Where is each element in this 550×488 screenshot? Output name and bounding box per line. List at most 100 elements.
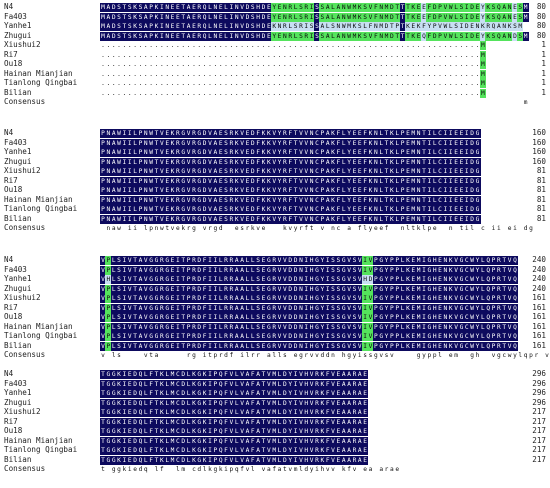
residue: K: [506, 22, 513, 31]
residue: S: [249, 12, 256, 22]
residue: I: [324, 265, 331, 275]
residue: L: [292, 12, 299, 22]
residue: R: [223, 294, 230, 303]
consensus-residue: r: [186, 225, 191, 232]
residue: E: [410, 284, 417, 294]
residue: V: [207, 214, 213, 224]
residue: F: [362, 129, 369, 138]
residue: .: [379, 61, 384, 68]
residue: .: [283, 42, 287, 49]
residue: L: [249, 275, 256, 284]
residue: S: [330, 332, 337, 341]
residue: D: [292, 341, 299, 351]
residue: V: [276, 265, 283, 275]
residue: E: [410, 341, 417, 351]
residue: V: [185, 186, 192, 195]
residue: V: [239, 446, 246, 455]
residue: .: [170, 89, 175, 97]
residue: T: [292, 157, 299, 167]
residue: I: [121, 167, 128, 176]
residue: E: [260, 341, 267, 351]
residue: E: [335, 398, 342, 408]
residue: I: [442, 148, 449, 157]
residue: G: [180, 157, 187, 167]
residue: E: [356, 214, 363, 224]
residue: K: [265, 138, 272, 148]
sequence-name: Fa403: [4, 11, 27, 21]
residue: P: [212, 408, 219, 417]
residue: S: [255, 256, 262, 265]
residue: I: [442, 176, 449, 186]
residue: .: [218, 89, 223, 97]
consensus-residue: h: [341, 352, 346, 359]
residue: M: [271, 408, 278, 417]
residue: K: [447, 313, 454, 322]
residue: N: [297, 284, 304, 294]
residue: .: [149, 42, 153, 49]
residue: E: [169, 275, 176, 284]
residue: M: [100, 12, 106, 22]
residue: P: [490, 322, 497, 332]
residue: R: [190, 214, 197, 224]
residue: V: [453, 341, 460, 351]
residue: E: [474, 12, 481, 22]
residue: F: [426, 3, 433, 12]
residue: N: [105, 214, 112, 224]
consensus-residue: i: [513, 225, 517, 232]
residue: S: [458, 12, 465, 22]
residue: I: [121, 186, 128, 195]
residue: E: [362, 446, 369, 455]
residue: K: [330, 176, 337, 186]
residue: G: [340, 275, 347, 284]
residue: .: [181, 70, 186, 78]
residue: G: [196, 417, 203, 427]
residue: .: [341, 80, 346, 87]
residue: S: [330, 313, 337, 322]
residue: W: [346, 3, 353, 12]
residue: K: [265, 195, 272, 205]
residue: P: [212, 446, 219, 455]
sequence-name: N4: [4, 369, 14, 378]
residue: D: [260, 31, 267, 41]
residue: V: [142, 341, 149, 351]
residue: .: [416, 61, 421, 68]
residue: .: [181, 80, 186, 87]
residue: L: [479, 265, 486, 275]
sequence-row: Bilian P N A W I I L P N W T V E K R G V R G D V A E S R K V E D F K K V Y…: [0, 214, 550, 224]
residue: M: [410, 138, 417, 148]
residue: G: [458, 332, 465, 341]
residue: A: [105, 12, 112, 22]
residue: Y: [271, 31, 278, 41]
residue: V: [158, 129, 165, 138]
residue: R: [158, 284, 165, 294]
residue: S: [314, 12, 320, 22]
residue: E: [164, 214, 171, 224]
residue: G: [196, 214, 203, 224]
residue: L: [330, 12, 337, 22]
residue: S: [517, 31, 524, 41]
residue: S: [335, 265, 342, 275]
residue-count: 81: [536, 194, 546, 204]
residue: V: [100, 341, 106, 351]
residue: .: [325, 89, 330, 97]
residue: A: [212, 157, 219, 167]
residue: K: [388, 157, 395, 167]
residue: .: [277, 89, 282, 97]
residue: L: [207, 12, 213, 22]
residue: T: [153, 186, 160, 195]
residue: Y: [319, 294, 326, 303]
residue: P: [148, 31, 155, 41]
residue: G: [314, 332, 320, 341]
residue: K: [233, 138, 240, 148]
consensus-residue: s: [384, 352, 389, 359]
residue: D: [292, 284, 299, 294]
residue: W: [148, 167, 155, 176]
residue: K: [190, 408, 197, 417]
residue: E: [260, 313, 267, 322]
residue: H: [431, 322, 438, 332]
residue: E: [217, 12, 224, 22]
consensus-label: Consensus: [4, 97, 46, 106]
residue: A: [255, 389, 262, 398]
residue: E: [362, 379, 369, 389]
